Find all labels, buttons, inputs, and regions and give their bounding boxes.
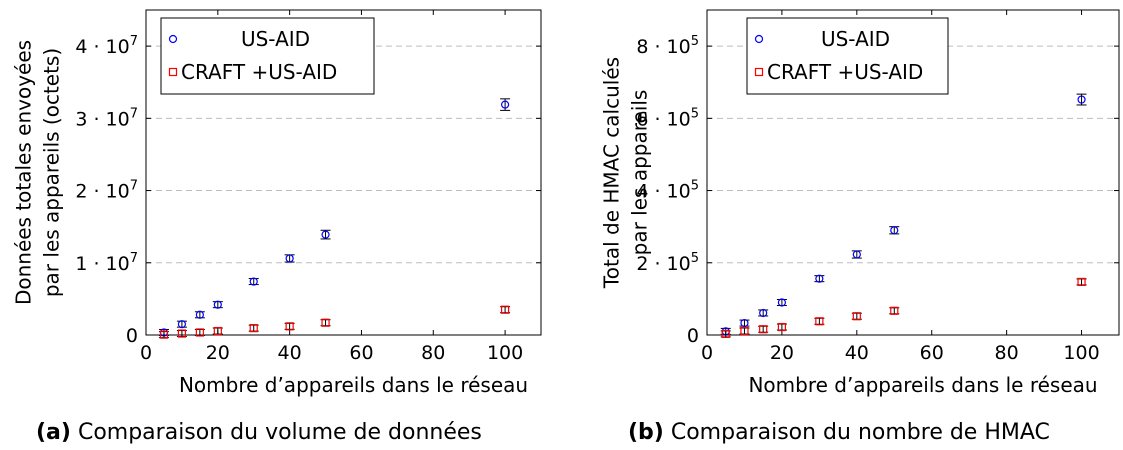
y-axis-label: par les appareils: [628, 90, 652, 256]
legend-marker-square: [754, 67, 764, 77]
legend-label: CRAFT +US-AID: [181, 60, 337, 84]
x-tick-label: 20: [206, 342, 230, 364]
point-craft-us-aid: [759, 325, 768, 334]
point-craft-us-aid: [852, 312, 861, 321]
point-us-aid: [195, 310, 204, 319]
point-craft-us-aid: [815, 317, 824, 326]
y-tick-label: 0: [126, 325, 138, 347]
point-craft-us-aid: [1077, 277, 1086, 287]
x-tick-label: 80: [421, 342, 445, 364]
point-us-aid: [1077, 95, 1086, 104]
point-craft-us-aid: [177, 329, 187, 338]
point-craft-us-aid: [890, 306, 899, 315]
caption-a-text: Comparaison du volume de données: [77, 420, 482, 445]
point-craft-us-aid: [159, 330, 169, 339]
y-tick-label: 6 · 105: [636, 106, 699, 130]
legend-box: [160, 17, 375, 95]
point-craft-us-aid: [285, 322, 294, 331]
y-axis-label: Données totales envoyées: [12, 40, 36, 305]
y-axis-label: Total de HMAC calculés: [600, 57, 624, 289]
y-axis-label: par les appareils (octets): [40, 48, 64, 297]
legend-label: US-AID: [241, 27, 310, 51]
legend-marker-circle: [754, 34, 764, 44]
x-tick-label: 80: [995, 342, 1019, 364]
caption-a: (a) Comparaison du volume de données: [36, 420, 482, 445]
legend-label: US-AID: [821, 27, 890, 51]
point-craft-us-aid: [321, 318, 330, 327]
point-us-aid: [500, 100, 510, 109]
point-craft-us-aid: [213, 326, 222, 336]
point-craft-us-aid: [740, 326, 749, 336]
y-tick-label: 2 · 105: [636, 251, 699, 275]
legend-label: CRAFT +US-AID: [767, 60, 923, 84]
x-tick-label: 20: [770, 342, 794, 364]
x-tick-label: 0: [140, 342, 152, 364]
point-craft-us-aid: [195, 328, 204, 337]
y-tick-label: 4 · 107: [75, 34, 138, 58]
x-axis-label: Nombre d’appareils dans le réseau: [748, 373, 1097, 397]
x-tick-label: 100: [487, 342, 523, 364]
point-us-aid: [777, 298, 787, 307]
x-tick-label: 60: [349, 342, 373, 364]
caption-a-tag: (a): [36, 420, 71, 445]
point-craft-us-aid: [500, 305, 510, 314]
y-tick-label: 8 · 105: [636, 34, 699, 58]
point-us-aid: [759, 308, 768, 318]
point-us-aid: [285, 254, 294, 263]
legend-marker-circle: [168, 34, 178, 44]
x-tick-label: 40: [845, 342, 869, 364]
point-us-aid: [890, 226, 899, 235]
point-craft-us-aid: [777, 322, 787, 332]
point-us-aid: [740, 318, 749, 328]
legend-box: [746, 17, 949, 95]
y-tick-label: 2 · 107: [75, 179, 138, 203]
x-tick-label: 0: [701, 342, 713, 364]
x-tick-label: 60: [920, 342, 944, 364]
y-tick-label: 0: [687, 325, 699, 347]
point-craft-us-aid: [721, 329, 730, 339]
point-us-aid: [177, 320, 187, 329]
chart-a: 0 20 40 60 80 100 0 1 · 107 2 · 107 3 · 107 4 · 10…: [12, 9, 542, 397]
y-tick-label: 4 · 105: [636, 179, 699, 203]
caption-b-text: Comparaison du nombre de HMAC: [670, 420, 1050, 445]
point-us-aid: [213, 300, 222, 309]
y-tick-label: 1 · 107: [75, 251, 138, 275]
x-axis-label: Nombre d’appareils dans le réseau: [179, 373, 528, 397]
x-tick-label: 100: [1063, 342, 1099, 364]
caption-b: (b) Comparaison du nombre de HMAC: [628, 420, 1050, 445]
plot-frame: [145, 9, 542, 336]
point-us-aid: [852, 250, 861, 259]
point-craft-us-aid: [249, 324, 258, 333]
caption-b-tag: (b): [628, 420, 664, 445]
point-us-aid: [249, 277, 258, 286]
plot-frame: [706, 9, 1120, 336]
point-us-aid: [815, 274, 824, 283]
chart-b: 0 20 40 60 80 100 0 2 · 105 4 · 105 6 · 105 8 · 10…: [600, 9, 1120, 397]
legend-marker-square: [168, 67, 178, 77]
point-us-aid: [321, 230, 330, 239]
x-tick-label: 40: [278, 342, 302, 364]
y-tick-label: 3 · 107: [75, 106, 138, 130]
